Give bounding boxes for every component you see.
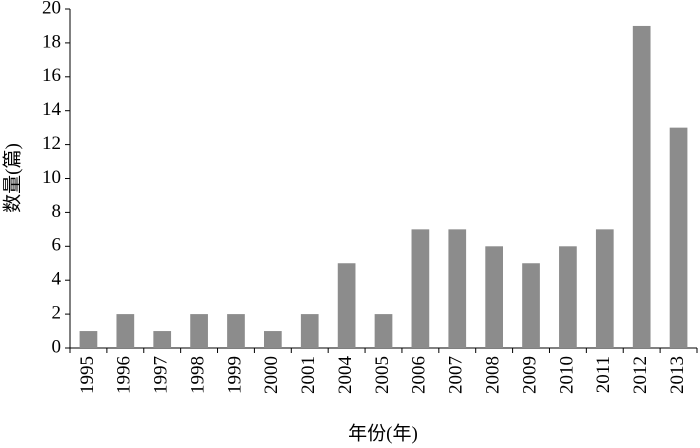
- x-tick-label: 2012: [630, 356, 651, 394]
- bar: [522, 263, 540, 348]
- y-tick-label: 4: [52, 269, 62, 290]
- x-tick-label: 2001: [298, 356, 319, 394]
- bar: [264, 331, 282, 348]
- y-tick-label: 10: [42, 167, 61, 188]
- y-tick-label: 0: [52, 336, 62, 357]
- x-tick-label: 2005: [372, 356, 393, 394]
- y-tick-label: 18: [42, 31, 61, 52]
- bar: [227, 314, 245, 348]
- x-tick-label: 2008: [483, 356, 504, 394]
- y-axis-label: 数量(篇): [1, 143, 23, 213]
- bar: [485, 246, 503, 348]
- y-tick-label: 14: [42, 99, 62, 120]
- x-tick-label: 2004: [335, 356, 356, 395]
- bar: [559, 246, 577, 348]
- bar: [153, 331, 172, 348]
- bar: [116, 314, 135, 348]
- x-tick-label: 2009: [519, 356, 540, 394]
- x-tick-label: 1995: [77, 356, 98, 394]
- bar: [632, 25, 651, 348]
- bar: [337, 263, 356, 348]
- x-tick-label: 1999: [224, 356, 245, 394]
- bar: [374, 314, 393, 348]
- y-tick-label: 12: [42, 133, 61, 154]
- x-tick-label: 1998: [187, 356, 208, 394]
- y-tick-label: 6: [52, 235, 62, 256]
- y-tick-label: 20: [42, 0, 61, 18]
- y-tick-label: 2: [52, 302, 62, 323]
- x-tick-label: 2010: [556, 356, 577, 394]
- bar: [190, 314, 208, 348]
- y-tick-label: 16: [42, 65, 61, 86]
- x-axis-label: 年份(年): [348, 422, 418, 444]
- x-tick-label: 2013: [667, 356, 688, 394]
- bar: [595, 229, 614, 348]
- bar: [669, 127, 688, 349]
- x-tick-label: 2006: [409, 356, 430, 394]
- x-tick-label: 2011: [593, 356, 614, 393]
- y-tick-label: 8: [52, 201, 62, 222]
- x-tick-label: 2000: [261, 356, 282, 394]
- x-tick-label: 1997: [151, 356, 172, 394]
- bar: [79, 331, 98, 348]
- bar: [411, 229, 430, 348]
- x-tick-label: 2007: [446, 356, 467, 394]
- bar: [300, 314, 319, 348]
- x-tick-label: 1996: [114, 356, 135, 394]
- bar: [448, 229, 467, 348]
